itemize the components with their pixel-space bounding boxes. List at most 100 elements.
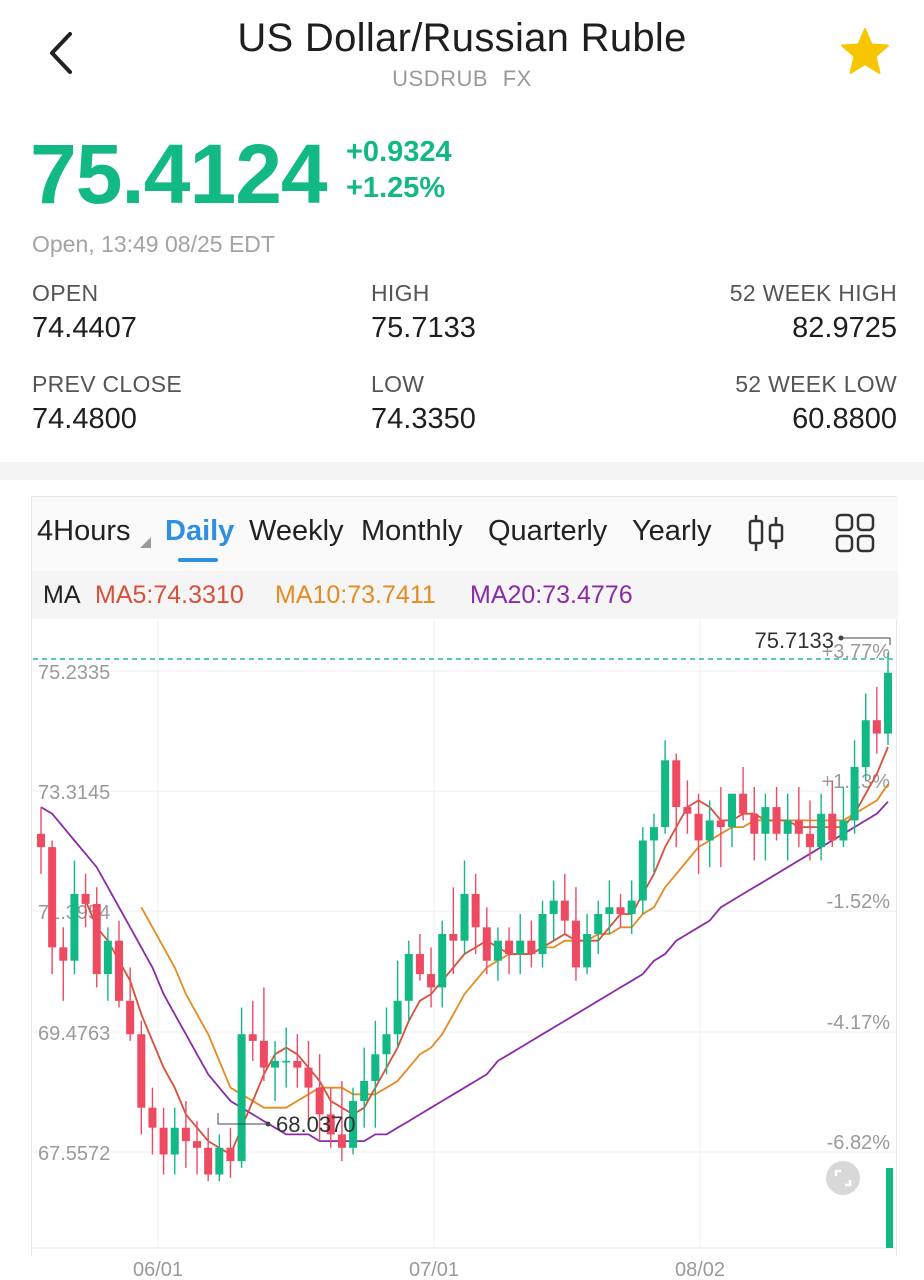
candle-body — [315, 1087, 324, 1115]
page-title: US Dollar/Russian Ruble — [237, 16, 687, 60]
candle-body — [215, 1147, 224, 1175]
candle-body — [360, 1080, 369, 1102]
price-change-percent: +1.25% — [346, 172, 446, 204]
candle-body — [661, 760, 670, 828]
candle-body — [282, 1060, 291, 1063]
candle-body — [649, 827, 658, 841]
candle-body — [571, 920, 580, 968]
tab-4hours[interactable]: 4Hours — [37, 515, 131, 547]
candle-body — [772, 807, 781, 834]
candle-body — [204, 1147, 213, 1175]
y-axis-label: 69.4763 — [38, 1023, 110, 1045]
candle-body — [36, 833, 46, 848]
candle-body — [527, 940, 536, 955]
prev-close-value: 74.4800 — [32, 403, 137, 435]
expand-icon — [834, 1169, 852, 1187]
candlestick-style-icon[interactable] — [745, 511, 789, 555]
market-status: Open, 13:49 08/25 EDT — [32, 231, 275, 257]
candle-body — [872, 720, 881, 734]
candle-body — [148, 1107, 157, 1128]
candle-body — [560, 900, 569, 921]
dropdown-triangle-icon — [140, 537, 151, 548]
y-axis-label: 75.2335 — [38, 662, 110, 684]
candle-body — [783, 820, 792, 834]
page-subtitle: USDRUB FX — [0, 66, 924, 92]
ma-label: MA — [43, 581, 81, 609]
candle-body — [115, 940, 124, 1001]
week52-low-value: 60.8800 — [792, 403, 897, 435]
candle-body — [193, 1141, 202, 1148]
candle-body — [705, 820, 714, 841]
candle-body — [137, 1034, 146, 1108]
candle-body — [583, 934, 592, 968]
ma20-line — [40, 801, 889, 1142]
section-divider — [0, 462, 924, 480]
candle-body — [828, 813, 837, 841]
current-price: 75.4124 — [30, 127, 328, 221]
candle-body — [438, 934, 447, 988]
tab-weekly[interactable]: Weekly — [249, 515, 344, 547]
open-label: OPEN — [32, 280, 99, 306]
high-marker-dot — [838, 635, 844, 641]
candle-body — [81, 893, 90, 904]
high-label: HIGH — [371, 280, 430, 306]
tab-quarterly[interactable]: Quarterly — [488, 515, 608, 547]
price-change: +0.9324 — [346, 136, 452, 168]
fullscreen-button-bg — [826, 1161, 860, 1195]
chevron-left-icon — [50, 32, 72, 74]
tab-yearly[interactable]: Yearly — [632, 515, 712, 547]
ma-legend: MA MA5:74.3310 MA10:73.7411 MA20:73.4776 — [32, 571, 898, 619]
candle-body — [471, 893, 480, 928]
candle-body — [393, 1000, 402, 1035]
candle-body — [326, 1114, 335, 1135]
candle-body — [883, 672, 893, 734]
candle-body — [850, 766, 859, 821]
candle-body — [271, 1060, 280, 1068]
candle-body — [861, 720, 870, 767]
candle-body — [59, 947, 68, 961]
candle-body — [126, 1000, 135, 1035]
candle-body — [750, 813, 759, 834]
percent-axis-label: -6.82% — [827, 1132, 891, 1154]
week52-high-label: 52 WEEK HIGH — [729, 280, 897, 306]
period-tabs: 4Hours Daily Weekly Monthly Quarterly Ye… — [32, 497, 898, 571]
y-axis-label: 67.5572 — [38, 1143, 110, 1165]
candle-body — [293, 1060, 302, 1068]
candle-body — [616, 907, 625, 914]
candle-body — [337, 1134, 346, 1148]
ma10-value: MA10:73.7411 — [275, 581, 436, 609]
candle-body — [427, 974, 436, 988]
low-marker-line — [217, 1113, 266, 1125]
y-axis-label: 73.3145 — [38, 782, 110, 804]
candle-body — [817, 813, 826, 848]
fullscreen-button[interactable] — [826, 1161, 860, 1195]
symbol-label: USDRUB — [392, 66, 489, 91]
candle-body — [92, 903, 101, 975]
active-tab-indicator — [178, 558, 218, 562]
candle-body — [605, 907, 614, 914]
candle-body — [259, 1040, 268, 1068]
candle-body — [170, 1127, 179, 1155]
grid-layout-icon[interactable] — [833, 511, 877, 555]
volume-bar — [886, 1168, 893, 1248]
low-marker-dot — [265, 1121, 271, 1127]
candle-body — [538, 913, 547, 955]
candle-body — [683, 807, 692, 814]
candle-body — [805, 833, 814, 848]
candle-body — [694, 813, 703, 841]
percent-axis-label: +3.77% — [822, 641, 891, 663]
x-axis-label: 07/01 — [409, 1259, 459, 1280]
high-value: 75.7133 — [371, 312, 476, 344]
week52-low-label: 52 WEEK LOW — [735, 371, 897, 397]
candle-body — [482, 927, 491, 961]
tab-daily[interactable]: Daily — [165, 515, 235, 547]
tab-monthly[interactable]: Monthly — [361, 515, 463, 547]
favorite-button[interactable] — [838, 26, 892, 78]
low-marker-label: 68.0370 — [276, 1112, 356, 1137]
market-label: FX — [502, 66, 532, 91]
back-button[interactable] — [44, 28, 84, 78]
high-marker-line — [843, 637, 891, 645]
candle-body — [449, 934, 458, 941]
candle-body — [493, 940, 502, 961]
